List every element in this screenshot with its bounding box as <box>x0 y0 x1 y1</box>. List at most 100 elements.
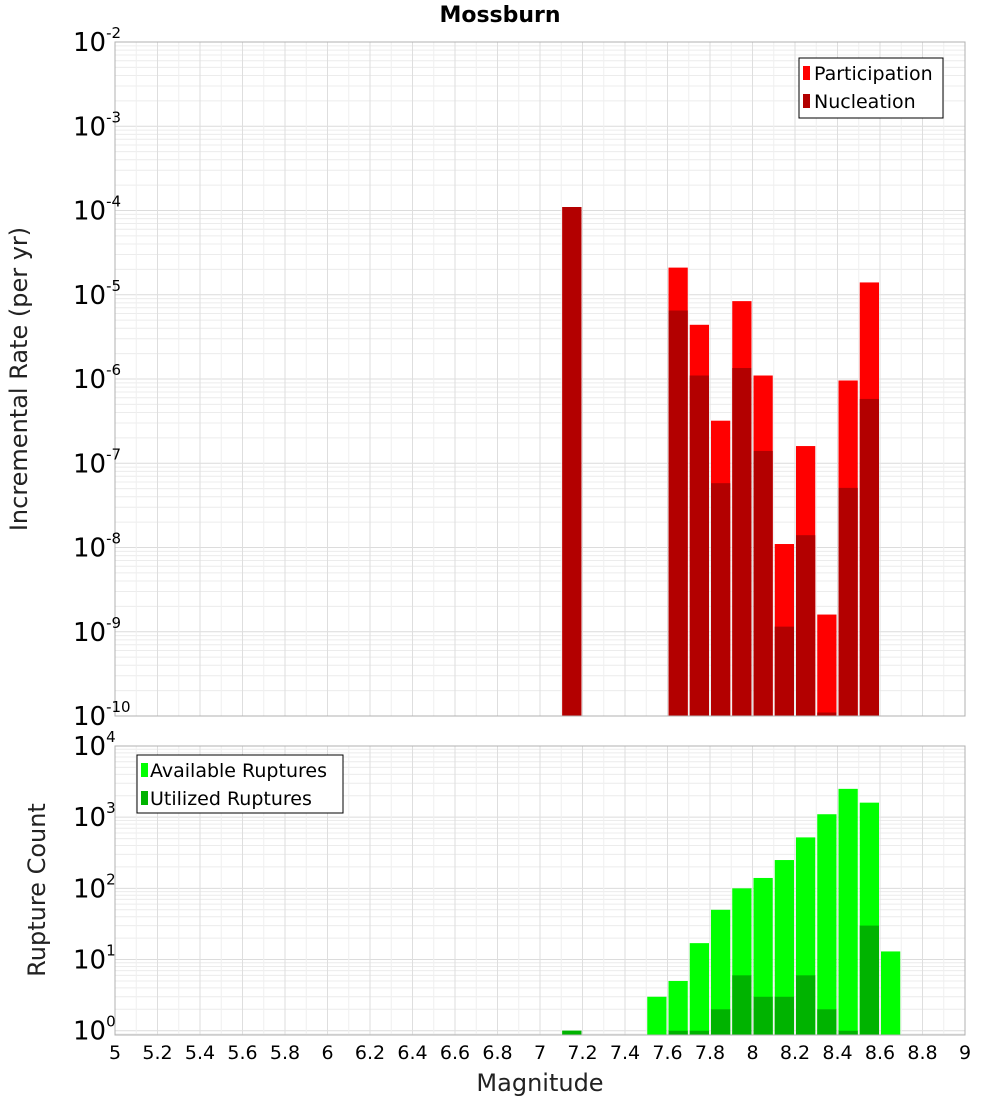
y-tick-base: 10 <box>73 449 106 479</box>
y-tick-exponent: -10 <box>106 698 131 716</box>
y-tick-base: 10 <box>73 803 106 833</box>
bar-nucleation-8.15 <box>774 626 794 716</box>
y-tick-base: 10 <box>73 534 106 564</box>
bar-utilized-ruptures-7.65 <box>668 1030 688 1035</box>
y-tick-base: 10 <box>73 732 106 762</box>
bar-available-ruptures-8.65 <box>881 951 901 1035</box>
y-tick-label-top: 10-5 <box>73 277 121 311</box>
bar-available-ruptures-7.55 <box>647 996 667 1035</box>
x-tick-label: 5 <box>109 1042 121 1064</box>
x-tick-label: 8.8 <box>907 1042 937 1064</box>
y-tick-exponent: -6 <box>106 361 121 379</box>
bar-available-ruptures-8.45 <box>838 788 858 1035</box>
chart-title: Mossburn <box>439 3 560 28</box>
plot-frame-bottom <box>114 745 966 1036</box>
participation-nucleation-panel: 10-210-310-410-510-610-710-810-910-10 In… <box>5 24 966 732</box>
legend-label-nucleation: Nucleation <box>814 91 916 113</box>
y-tick-label-bottom: 103 <box>73 799 116 833</box>
bar-utilized-ruptures-8.55 <box>859 925 879 1035</box>
bar-available-ruptures-7.65 <box>668 980 688 1035</box>
bar-utilized-ruptures-7.95 <box>732 975 752 1035</box>
bar-nucleation-7.95 <box>732 368 752 716</box>
y-tick-label-top: 10-3 <box>73 108 121 142</box>
y-tick-base: 10 <box>73 197 106 227</box>
y-tick-label-top: 10-8 <box>73 530 121 564</box>
y-tick-label-bottom: 100 <box>73 1013 116 1047</box>
x-tick-label: 7.2 <box>567 1042 597 1064</box>
bar-utilized-ruptures-8.35 <box>817 1009 837 1035</box>
y-tick-exponent: -2 <box>106 24 121 42</box>
y-tick-label-top: 10-4 <box>73 193 121 227</box>
y-ticks-top: 10-210-310-410-510-610-710-810-910-10 <box>73 24 131 732</box>
bar-available-ruptures-8.05 <box>753 877 773 1035</box>
legend-swatch-participation <box>803 66 810 80</box>
legend-label-utilized: Utilized Ruptures <box>150 788 312 810</box>
x-tick-label: 8.2 <box>780 1042 810 1064</box>
x-ticks: 5 5.2 5.4 5.6 5.8 6 6.2 6.4 6.6 6.8 7 7.2 7.4 7.6 7.8 8… <box>109 1042 971 1064</box>
x-tick-label: 7.6 <box>652 1042 682 1064</box>
y-tick-base: 10 <box>73 112 106 142</box>
legend-top: Participation Nucleation <box>798 57 944 119</box>
bar-utilized-ruptures-8.25 <box>796 975 816 1035</box>
x-tick-label: 8.6 <box>865 1042 895 1064</box>
y-tick-label-bottom: 102 <box>73 870 116 904</box>
y-tick-exponent: -9 <box>106 614 121 632</box>
x-tick-label: 6 <box>321 1042 333 1064</box>
x-tick-label: 5.4 <box>185 1042 215 1064</box>
y-tick-exponent: -8 <box>106 530 121 548</box>
bar-participation-8.35 <box>817 614 837 716</box>
x-tick-label: 6.2 <box>355 1042 385 1064</box>
y-tick-base: 10 <box>73 365 106 395</box>
y-tick-base: 10 <box>73 281 106 311</box>
bar-utilized-ruptures-8.45 <box>838 1030 858 1035</box>
y-tick-base: 10 <box>73 946 106 976</box>
y-tick-label-bottom: 104 <box>73 728 116 762</box>
bar-available-ruptures-7.75 <box>689 943 709 1035</box>
bar-utilized-ruptures-7.75 <box>689 1030 709 1035</box>
y-tick-exponent: 4 <box>106 728 116 746</box>
y-tick-exponent: 3 <box>106 799 116 817</box>
legend-label-available: Available Ruptures <box>150 760 327 782</box>
bars-bottom <box>562 788 901 1035</box>
x-tick-label: 6.6 <box>440 1042 470 1064</box>
bar-available-ruptures-7.85 <box>711 909 731 1035</box>
bar-nucleation-8.55 <box>859 398 879 716</box>
x-tick-label: 5.2 <box>142 1042 172 1064</box>
y-tick-base: 10 <box>73 702 106 732</box>
legend-swatch-nucleation <box>803 94 810 108</box>
legend-box-bottom <box>136 754 344 814</box>
y-tick-label-top: 10-10 <box>73 698 131 732</box>
y-axis-label-top: Incremental Rate (per yr) <box>5 227 33 531</box>
y-tick-base: 10 <box>73 618 106 648</box>
y-tick-label-top: 10-2 <box>73 24 121 58</box>
x-axis-label: Magnitude <box>476 1069 603 1097</box>
bar-nucleation-7.75 <box>689 375 709 716</box>
y-tick-exponent: -3 <box>106 108 121 126</box>
bar-nucleation-7.65 <box>668 310 688 716</box>
x-tick-label: 9 <box>959 1042 971 1064</box>
legend-swatch-utilized <box>141 791 148 805</box>
bar-utilized-ruptures-8.15 <box>774 996 794 1035</box>
legend-box-top <box>798 57 944 119</box>
y-axis-label-bottom: Rupture Count <box>23 803 51 977</box>
y-tick-exponent: -7 <box>106 445 121 463</box>
y-tick-exponent: 1 <box>106 942 116 960</box>
bar-nucleation-8.45 <box>838 487 858 716</box>
y-tick-exponent: 2 <box>106 870 116 888</box>
plot-frame-top <box>114 41 966 717</box>
bar-nucleation-7.85 <box>711 483 731 716</box>
bar-nucleation-8.25 <box>796 535 816 716</box>
x-tick-label: 7 <box>534 1042 546 1064</box>
x-tick-label: 5.8 <box>270 1042 300 1064</box>
y-tick-exponent: -5 <box>106 277 121 295</box>
bar-utilized-ruptures-7.15 <box>562 1030 582 1035</box>
grid-top <box>114 42 966 717</box>
x-tick-label: 8 <box>746 1042 758 1064</box>
y-tick-base: 10 <box>73 874 106 904</box>
bars-top <box>562 207 879 716</box>
bar-nucleation-8.35 <box>817 712 837 716</box>
y-tick-label-top: 10-7 <box>73 445 121 479</box>
